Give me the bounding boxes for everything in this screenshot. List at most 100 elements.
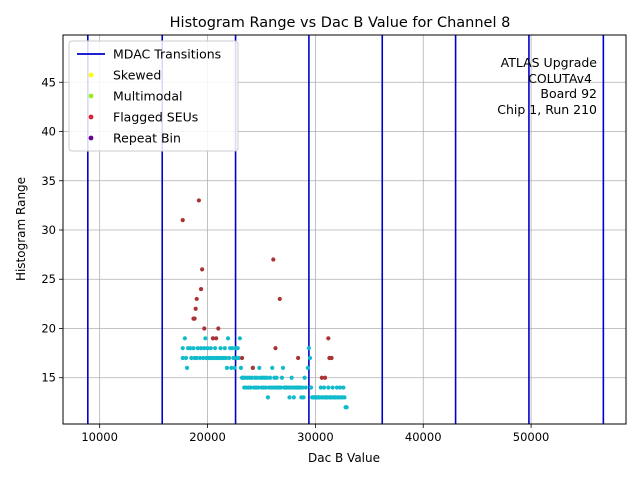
data-point (278, 385, 283, 390)
data-point (191, 346, 196, 351)
legend-point-marker (88, 72, 94, 78)
data-point (196, 198, 201, 203)
legend-point-marker (88, 114, 94, 120)
data-point (210, 336, 216, 341)
legend-box (68, 40, 239, 152)
y-tick-label: 40 (41, 125, 56, 139)
data-point (188, 346, 193, 351)
legend-label: Repeat Bin (113, 131, 181, 146)
data-point (322, 375, 328, 380)
data-point (338, 385, 343, 390)
data-point (296, 355, 301, 361)
data-point (216, 326, 221, 331)
data-point (300, 385, 305, 390)
data-point (193, 306, 198, 311)
data-point (342, 395, 347, 400)
data-point (189, 355, 194, 361)
x-tick-label: 40000 (405, 430, 442, 444)
data-point (279, 375, 285, 380)
data-point (250, 365, 255, 370)
data-point (344, 405, 349, 410)
data-point (302, 375, 307, 380)
data-point (307, 355, 313, 361)
data-point (330, 385, 335, 390)
x-axis: 10000 20000 30000 40000 50000 (81, 424, 549, 444)
x-tick-label: 50000 (513, 430, 550, 444)
y-axis-label: Histogram Range (14, 177, 28, 281)
data-point (329, 355, 334, 361)
data-point (270, 365, 275, 370)
data-point (192, 316, 197, 321)
data-point (218, 346, 223, 351)
data-point (184, 365, 190, 370)
data-point (287, 395, 292, 400)
data-point (306, 346, 312, 351)
annotation-line-1: ATLAS Upgrade (501, 55, 598, 70)
data-point (237, 336, 242, 341)
y-tick-label: 35 (41, 174, 56, 188)
data-point (195, 346, 200, 351)
data-point (198, 346, 204, 351)
legend-label: MDAC Transitions (113, 47, 221, 62)
data-point (197, 355, 203, 361)
legend-label: Flagged SEUs (113, 110, 198, 125)
data-point (222, 346, 227, 351)
data-point (232, 365, 237, 370)
data-point (208, 346, 213, 351)
y-tick-label: 20 (41, 321, 56, 335)
x-axis-label: Dac B Value (308, 451, 380, 465)
data-point (198, 286, 204, 292)
data-point (319, 375, 324, 380)
x-tick-label: 20000 (189, 430, 226, 444)
data-point (201, 355, 206, 361)
data-point (321, 385, 327, 390)
data-point (224, 365, 230, 370)
data-point (205, 346, 210, 351)
legend: MDAC Transitions Skewed Multimodal Flagged … (68, 40, 239, 152)
data-point (318, 385, 323, 390)
data-point (305, 365, 310, 370)
data-point (203, 336, 208, 341)
y-axis: 15 20 25 30 35 40 45 (41, 75, 63, 385)
annotation-line-3: Board 92 (540, 86, 597, 101)
data-point (202, 346, 207, 351)
data-point (303, 385, 308, 390)
data-point (235, 346, 240, 351)
data-point (212, 346, 218, 351)
y-tick-label: 15 (41, 371, 56, 385)
data-point (183, 355, 189, 361)
data-point (308, 385, 314, 390)
data-point (326, 336, 331, 341)
data-point (301, 395, 306, 400)
data-point (271, 257, 276, 262)
data-point (289, 375, 294, 380)
plot-frame (62, 34, 627, 425)
legend-point-marker (88, 93, 94, 99)
data-point (264, 375, 269, 380)
x-tick-label: 10000 (81, 430, 118, 444)
data-point (341, 385, 346, 390)
data-point (180, 346, 185, 351)
data-point (226, 355, 232, 361)
y-tick-label: 30 (41, 223, 56, 237)
data-points (180, 198, 349, 410)
data-point (200, 267, 205, 272)
data-point (194, 355, 199, 361)
data-point (238, 365, 244, 370)
y-tick-label: 25 (41, 272, 56, 286)
data-point (263, 385, 268, 390)
data-point (194, 296, 199, 302)
chart-title: Histogram Range vs Dac B Value for Chann… (170, 15, 511, 31)
data-point (223, 355, 228, 361)
data-point (202, 326, 207, 331)
annotation-line-4: Chip 1, Run 210 (497, 102, 597, 117)
annotation-line-2: COLUTAv4 (528, 71, 592, 86)
data-point (180, 218, 185, 223)
data-point (256, 385, 261, 390)
legend-point-marker (88, 135, 94, 141)
legend-label: Skewed (113, 68, 161, 83)
data-point (280, 365, 286, 370)
data-point (267, 375, 273, 380)
data-point (257, 365, 262, 370)
